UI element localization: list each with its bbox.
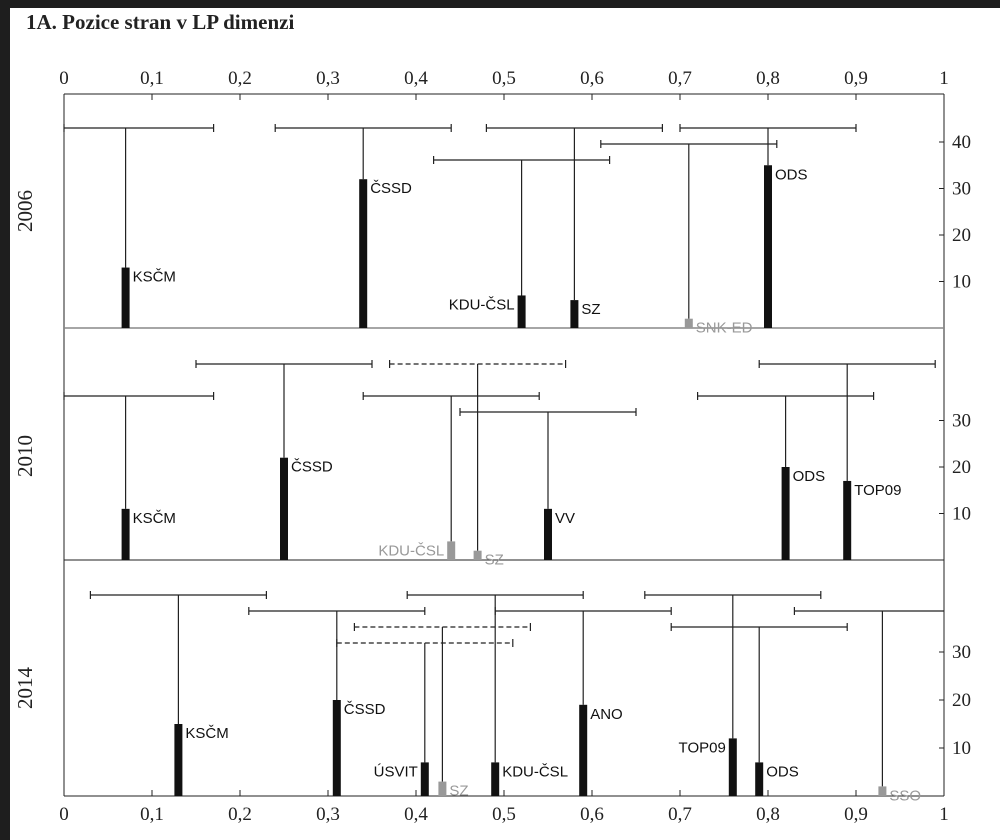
y-tick-label: 30 (952, 179, 971, 200)
x-tick-label-bottom: 0,7 (668, 804, 692, 825)
figure-page: 1A. Pozice stran v LP dimenzi 0 0 0,1 0,1 0,… (10, 8, 1000, 840)
x-tick-label-bottom: 0,2 (228, 804, 252, 825)
y-tick-label: 20 (952, 457, 971, 478)
bar-sz (570, 300, 579, 328)
bar-top09 (843, 480, 852, 560)
y-tick-label: 20 (952, 225, 971, 246)
x-tick-label-bottom: 0,9 (844, 804, 868, 825)
party-label: KDU-ČSL (502, 763, 568, 780)
party-label: SSO (889, 787, 921, 804)
party-label: SZ (485, 552, 504, 569)
x-tick-label-top: 0,5 (492, 68, 516, 89)
bar-vv (544, 508, 552, 560)
x-tick-label-top: 0,4 (404, 68, 428, 89)
bar-ods (764, 165, 772, 328)
y-tick-label: 30 (952, 411, 971, 432)
bar-ksčm (174, 724, 183, 796)
party-label: KSČM (133, 510, 176, 527)
year-label: 2010 (13, 435, 37, 477)
y-tick-label: 40 (952, 132, 971, 153)
x-tick-label-top: 1 (939, 68, 949, 89)
bar-kdu-čsl (491, 762, 500, 796)
x-tick-label-top: 0,3 (316, 68, 340, 89)
x-tick-label-bottom: 0,6 (580, 804, 604, 825)
bar-čssd (280, 457, 288, 560)
panel-2006: 2006 10 20 30 40 KSČM ČSSD KDU-ČSL SZ SNK-ED ODS (13, 124, 971, 337)
bar-sz (438, 781, 447, 796)
party-label: ÚSVIT (374, 763, 418, 780)
bar-ods (755, 762, 764, 796)
party-label: KDU-ČSL (449, 296, 515, 313)
party-label: ODS (766, 763, 799, 780)
party-label: ODS (793, 468, 826, 485)
x-tick-label-bottom: 0 (59, 804, 69, 825)
bar-ksčm (121, 508, 130, 560)
y-tick-label: 30 (952, 642, 971, 663)
bar-top09 (728, 738, 737, 796)
bar-ano (579, 704, 588, 796)
bar-úsvit (420, 762, 429, 796)
x-tick-label-top: 0 (59, 68, 69, 89)
bar-kdu-čsl (447, 541, 456, 560)
x-tick-label-top: 0,9 (844, 68, 868, 89)
party-label: ANO (590, 706, 623, 723)
bar-kdu-čsl (517, 295, 526, 328)
party-label: KDU-ČSL (378, 542, 444, 559)
bar-snk-ed (684, 318, 693, 328)
party-label: VV (555, 510, 575, 527)
x-tick-label-top: 0,6 (580, 68, 604, 89)
x-tick-label-bottom: 0,8 (756, 804, 780, 825)
party-label: ČSSD (291, 459, 333, 476)
bar-čssd (332, 700, 341, 796)
figure-title: 1A. Pozice stran v LP dimenzi (26, 10, 295, 34)
lp-dimension-chart: 0 0 0,1 0,1 0,2 0,2 0,3 0,3 0,4 0,4 0,5 0,5 0,6 0,6 0,… (13, 68, 971, 825)
party-label: ČSSD (370, 180, 412, 197)
party-label: SZ (581, 301, 600, 318)
panel-2014: 2014 10 20 30 KSČM ČSSD ÚSVIT SZ KDU-ČSL ANO TOP09… (13, 591, 971, 804)
party-label: KSČM (185, 725, 228, 742)
year-label: 2006 (13, 190, 37, 232)
x-tick-label-bottom: 0,5 (492, 804, 516, 825)
party-label: ODS (775, 166, 808, 183)
party-label: ČSSD (344, 701, 386, 718)
y-tick-label: 10 (952, 738, 971, 759)
bar-ods (781, 467, 790, 560)
bar-ksčm (121, 267, 130, 328)
y-tick-label: 10 (952, 272, 971, 293)
y-tick-label: 10 (952, 504, 971, 525)
x-tick-label-top: 0,8 (756, 68, 780, 89)
bar-sz (473, 550, 482, 560)
party-label: SNK-ED (696, 320, 753, 337)
x-tick-label-bottom: 0,4 (404, 804, 428, 825)
year-label: 2014 (13, 667, 37, 710)
bar-čssd (359, 179, 368, 328)
x-tick-label-top: 0,1 (140, 68, 164, 89)
x-tick-label-bottom: 0,3 (316, 804, 340, 825)
x-tick-label-top: 0,7 (668, 68, 692, 89)
party-label: KSČM (133, 269, 176, 286)
y-tick-label: 20 (952, 690, 971, 711)
party-label: SZ (449, 783, 468, 800)
bar-sso (878, 786, 887, 796)
x-tick-label-bottom: 0,1 (140, 804, 164, 825)
party-label: TOP09 (854, 482, 901, 499)
party-label: TOP09 (679, 739, 726, 756)
x-tick-label-bottom: 1 (939, 804, 949, 825)
x-tick-label-top: 0,2 (228, 68, 252, 89)
